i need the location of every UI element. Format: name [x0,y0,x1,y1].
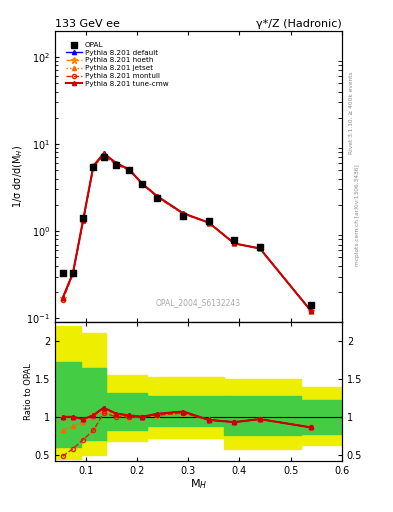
Text: OPAL_2004_S6132243: OPAL_2004_S6132243 [156,298,241,308]
Pythia 8.201 montull [140,181,145,187]
Pythia 8.201 default [257,245,262,251]
Pythia 8.201 montull [155,194,160,200]
Pythia 8.201 montull [309,308,314,314]
Pythia 8.201 default [181,210,185,217]
Pythia 8.201 default [61,295,65,301]
Pythia 8.201 hoeth [127,167,132,173]
Pythia 8.201 jetset [309,308,314,314]
Pythia 8.201 hoeth [114,161,119,167]
Pythia 8.201 default [232,240,237,246]
Pythia 8.201 montull [232,240,237,246]
Pythia 8.201 tune-cmw [140,181,145,187]
Pythia 8.201 tune-cmw [127,166,132,173]
Pythia 8.201 jetset [181,210,185,217]
OPAL [90,162,97,170]
Y-axis label: 1/σ dσ/d(M$_{H}$): 1/σ dσ/d(M$_{H}$) [11,145,25,208]
Pythia 8.201 montull [114,161,119,167]
OPAL [231,237,237,245]
Pythia 8.201 default [155,194,160,200]
Pythia 8.201 montull [71,271,75,277]
Text: γ*/Z (Hadronic): γ*/Z (Hadronic) [256,18,342,29]
Pythia 8.201 default [101,151,106,157]
Pythia 8.201 hoeth [155,194,160,200]
OPAL [113,160,119,168]
Pythia 8.201 montull [91,163,96,169]
OPAL [180,211,186,220]
Pythia 8.201 hoeth [309,308,314,314]
Pythia 8.201 hoeth [101,152,106,158]
Pythia 8.201 hoeth [257,245,262,251]
Pythia 8.201 tune-cmw [91,163,96,169]
Pythia 8.201 tune-cmw [61,295,65,301]
Pythia 8.201 default [91,163,96,169]
Pythia 8.201 jetset [155,194,160,200]
Legend: OPAL, Pythia 8.201 default, Pythia 8.201 hoeth, Pythia 8.201 jetset, Pythia 8.20: OPAL, Pythia 8.201 default, Pythia 8.201… [64,40,170,89]
Pythia 8.201 hoeth [232,240,237,246]
Text: mcplots.cern.ch [arXiv:1306.3436]: mcplots.cern.ch [arXiv:1306.3436] [355,164,360,266]
OPAL [206,217,212,225]
Pythia 8.201 hoeth [71,270,75,276]
Pythia 8.201 jetset [81,217,86,223]
OPAL [101,154,107,162]
Pythia 8.201 tune-cmw [101,151,106,157]
Pythia 8.201 montull [127,167,132,173]
Pythia 8.201 jetset [257,245,262,251]
Pythia 8.201 montull [101,153,106,159]
Pythia 8.201 tune-cmw [114,160,119,166]
Pythia 8.201 jetset [114,161,119,167]
Line: Pythia 8.201 default: Pythia 8.201 default [61,151,313,313]
Pythia 8.201 default [206,220,211,226]
Pythia 8.201 tune-cmw [257,245,262,251]
Pythia 8.201 jetset [61,295,65,301]
Pythia 8.201 jetset [206,220,211,226]
Pythia 8.201 tune-cmw [155,194,160,200]
Pythia 8.201 hoeth [61,295,65,301]
OPAL [80,214,86,222]
OPAL [154,194,161,202]
Pythia 8.201 jetset [127,167,132,173]
Pythia 8.201 tune-cmw [71,270,75,276]
OPAL [139,180,145,188]
Pythia 8.201 hoeth [206,220,211,226]
Pythia 8.201 tune-cmw [232,240,237,246]
Pythia 8.201 jetset [101,152,106,158]
Pythia 8.201 tune-cmw [206,220,211,226]
OPAL [308,301,314,309]
Pythia 8.201 default [309,308,314,314]
Pythia 8.201 jetset [140,181,145,187]
Line: Pythia 8.201 tune-cmw: Pythia 8.201 tune-cmw [61,151,313,313]
Pythia 8.201 default [81,217,86,223]
Pythia 8.201 montull [61,297,65,304]
Pythia 8.201 tune-cmw [309,308,314,314]
Pythia 8.201 jetset [91,163,96,169]
Text: Rivet 3.1.10, ≥ 400k events: Rivet 3.1.10, ≥ 400k events [349,71,354,154]
Pythia 8.201 default [127,166,132,173]
OPAL [126,166,132,174]
Pythia 8.201 hoeth [140,181,145,187]
Pythia 8.201 hoeth [91,163,96,169]
Pythia 8.201 montull [257,245,262,251]
Pythia 8.201 tune-cmw [81,217,86,223]
Pythia 8.201 default [140,181,145,187]
OPAL [70,269,76,277]
Pythia 8.201 jetset [232,240,237,246]
Line: Pythia 8.201 montull: Pythia 8.201 montull [61,154,313,313]
Pythia 8.201 default [71,270,75,276]
Pythia 8.201 default [114,160,119,166]
Pythia 8.201 hoeth [81,217,86,223]
Pythia 8.201 montull [206,220,211,226]
OPAL [60,269,66,277]
Pythia 8.201 montull [81,218,86,224]
Text: 133 GeV ee: 133 GeV ee [55,18,120,29]
Pythia 8.201 tune-cmw [181,210,185,217]
Pythia 8.201 hoeth [181,210,185,217]
X-axis label: M$_{H}$: M$_{H}$ [190,477,207,491]
OPAL [257,243,263,251]
Y-axis label: Ratio to OPAL: Ratio to OPAL [24,363,33,420]
Line: Pythia 8.201 hoeth: Pythia 8.201 hoeth [60,152,314,314]
Pythia 8.201 jetset [71,270,75,276]
Pythia 8.201 montull [181,210,185,217]
Line: Pythia 8.201 jetset: Pythia 8.201 jetset [61,153,313,313]
